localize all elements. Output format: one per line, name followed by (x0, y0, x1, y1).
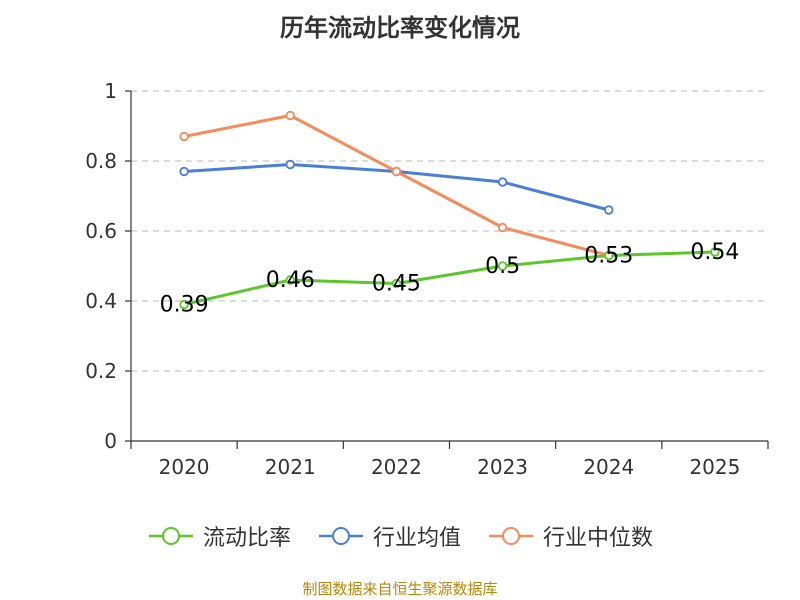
data-point-industry_median (497, 222, 508, 233)
y-tick-label: 1 (104, 79, 117, 103)
data-label: 0.53 (584, 244, 633, 269)
legend-label: 行业中位数 (543, 526, 654, 551)
x-tick-label: 2022 (371, 455, 422, 479)
x-tick-label: 2025 (689, 455, 740, 479)
y-tick-label: 0.2 (85, 359, 117, 383)
y-tick-label: 0.4 (85, 289, 117, 313)
data-point-industry_avg (604, 205, 614, 215)
data-label: 0.5 (485, 254, 520, 279)
data-point-industry_median (391, 166, 402, 177)
data-point-industry_median (285, 110, 295, 121)
data-point-industry_avg (497, 177, 508, 187)
data-point-current_ratio (497, 261, 508, 271)
legend-item-industry-avg[interactable]: 行业均值 (317, 520, 461, 552)
legend-item-current-ratio[interactable]: 流动比率 (147, 520, 291, 552)
y-tick-label: 0.6 (85, 219, 117, 243)
data-label: 0.54 (690, 240, 739, 265)
data-point-current_ratio (604, 250, 614, 261)
data-source-note: 制图数据来自恒生聚源数据库 (302, 580, 498, 598)
legend-line-icon (148, 527, 193, 545)
series-line-current_ratio (183, 250, 715, 306)
legend-label: 行业均值 (372, 526, 461, 551)
data-label: 0.45 (372, 272, 421, 297)
legend-line-icon (318, 527, 363, 545)
data-label: 0.39 (160, 293, 209, 318)
series-line-industry_median (183, 114, 610, 257)
data-point-current_ratio (391, 278, 402, 289)
data-point-current_ratio (710, 247, 720, 257)
x-tick-label: 2021 (265, 455, 316, 479)
x-tick-label: 2024 (583, 455, 634, 479)
data-label: 0.46 (266, 268, 315, 293)
data-point-industry_avg (179, 166, 189, 177)
x-tick-label: 2023 (477, 455, 528, 479)
data-point-current_ratio (179, 299, 189, 310)
legend-item-industry-median[interactable]: 行业中位数 (487, 520, 653, 552)
y-tick-label: 0.8 (85, 149, 117, 173)
data-point-current_ratio (285, 275, 295, 285)
chart-legend: 流动比率 行业均值 行业中位数 (0, 520, 800, 552)
chart-title: 历年流动比率变化情况 (280, 14, 520, 42)
legend-line-icon (489, 527, 533, 545)
data-point-industry_median (179, 131, 189, 142)
data-point-industry_avg (285, 159, 295, 170)
legend-label: 流动比率 (202, 526, 291, 551)
y-tick-label: 0 (104, 429, 117, 453)
x-tick-label: 2020 (159, 455, 210, 479)
